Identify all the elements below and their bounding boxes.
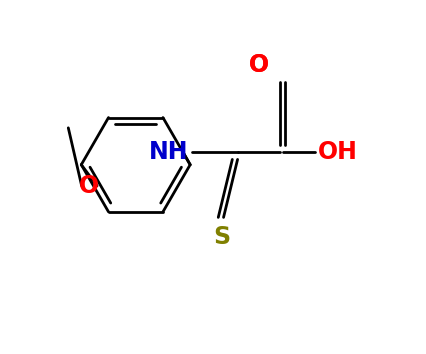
Text: OH: OH — [318, 141, 358, 164]
Text: O: O — [249, 53, 269, 76]
Text: NH: NH — [149, 141, 188, 164]
Text: O: O — [79, 174, 99, 198]
Text: S: S — [213, 225, 230, 249]
Text: O: O — [249, 53, 269, 76]
Text: O: O — [68, 127, 69, 129]
